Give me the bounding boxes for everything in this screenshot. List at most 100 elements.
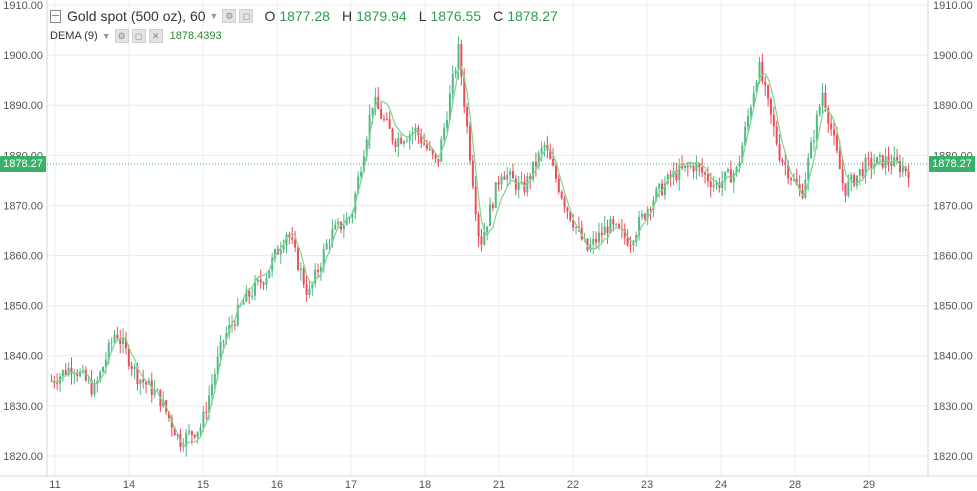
candle-body: [755, 82, 758, 93]
settings-icon[interactable]: ⚙: [222, 9, 237, 23]
y-tick-label-right: 1910.00: [933, 0, 973, 12]
candle-body: [887, 156, 890, 164]
candle-body: [509, 171, 512, 175]
chevron-down-icon[interactable]: ▼: [209, 11, 219, 21]
candle-body: [110, 342, 113, 344]
candle-body: [411, 132, 414, 135]
candle-body: [107, 342, 110, 360]
candle-body: [342, 225, 345, 230]
candle-body: [139, 379, 142, 384]
candle-body: [861, 169, 864, 177]
x-tick-label: 15: [197, 479, 209, 491]
candle-body: [253, 281, 256, 296]
candle-body: [818, 106, 821, 115]
candle-body: [649, 209, 652, 211]
candle-body: [210, 384, 213, 396]
candle-body: [795, 178, 798, 185]
candle-body: [248, 290, 251, 297]
candle-body: [732, 173, 735, 183]
candle-body: [382, 118, 385, 120]
candle-body: [815, 114, 818, 141]
close-value: 1878.27: [507, 8, 558, 24]
close-icon[interactable]: ✕: [148, 29, 163, 43]
candle-body: [325, 243, 328, 250]
symbol-icon[interactable]: [50, 9, 61, 23]
candle-body: [368, 114, 371, 140]
candle-body: [104, 359, 107, 368]
candle-body: [170, 417, 173, 429]
candle-body: [549, 149, 552, 160]
x-tick-label: 28: [789, 479, 801, 491]
candle-body: [256, 279, 259, 282]
candle-body: [188, 431, 191, 433]
candle-body: [838, 150, 841, 170]
last-price-tag-left: 1878.27: [0, 155, 46, 172]
candle-body: [337, 221, 340, 225]
candle-body: [308, 288, 311, 295]
candle-body: [268, 270, 271, 279]
candle-body: [729, 169, 732, 183]
candle-body: [775, 126, 778, 144]
candle-body: [629, 245, 632, 247]
candle-body: [64, 370, 67, 375]
candle-body: [712, 184, 715, 188]
candle-body: [881, 155, 884, 168]
candle-body: [557, 178, 560, 192]
candle-body: [744, 126, 747, 146]
candle-body: [537, 152, 540, 166]
high-value: 1879.94: [356, 8, 407, 24]
x-tick-label: 18: [419, 479, 431, 491]
candle-body: [769, 98, 772, 115]
candle-body: [265, 278, 268, 285]
symbol-name[interactable]: Gold spot (500 oz): [67, 8, 183, 24]
candle-body: [511, 171, 514, 179]
candle-body: [821, 92, 824, 107]
candle-body: [569, 211, 572, 221]
candle-body: [626, 237, 629, 246]
x-tick-label: 21: [493, 479, 505, 491]
candle-body: [454, 70, 457, 74]
y-tick-label-right: 1830.00: [933, 401, 973, 413]
candle-body: [460, 43, 463, 77]
y-tick-label-right: 1860.00: [933, 251, 973, 263]
candle-body: [113, 334, 116, 343]
candle-body: [841, 169, 844, 184]
candle-body: [371, 107, 374, 115]
candle-body: [385, 118, 388, 120]
candle-body: [70, 367, 73, 374]
candle-body: [500, 176, 503, 185]
candle-body: [236, 304, 239, 326]
candle-body: [388, 119, 391, 129]
interval-label[interactable]: 60: [189, 8, 206, 24]
candle-body: [311, 283, 314, 289]
candle-body: [446, 119, 449, 128]
candle-body: [471, 160, 474, 187]
candle-body: [778, 143, 781, 160]
chevron-down-icon[interactable]: ▼: [101, 31, 111, 41]
candle-body: [847, 181, 850, 196]
indicator-name[interactable]: DEMA (9): [50, 30, 98, 42]
candle-body: [61, 370, 64, 377]
candle-body: [233, 324, 236, 326]
candle-body: [299, 268, 302, 271]
candle-body: [546, 144, 549, 150]
candle-body: [497, 182, 500, 185]
candle-body: [726, 169, 729, 172]
source-icon[interactable]: ◻: [131, 29, 146, 43]
candle-body: [348, 217, 351, 219]
candle-body: [666, 174, 669, 184]
candle-body: [119, 338, 122, 344]
candle-body: [216, 356, 219, 374]
y-tick-label-left: 1890.00: [3, 100, 43, 112]
source-icon[interactable]: ◻: [239, 9, 254, 23]
candle-body: [560, 191, 563, 199]
candle-body: [99, 371, 102, 381]
candle-body: [434, 154, 437, 159]
settings-icon[interactable]: ⚙: [114, 29, 129, 43]
candle-body: [606, 226, 609, 234]
candle-body: [397, 137, 400, 147]
candle-body: [302, 268, 305, 285]
candle-body: [595, 238, 598, 243]
